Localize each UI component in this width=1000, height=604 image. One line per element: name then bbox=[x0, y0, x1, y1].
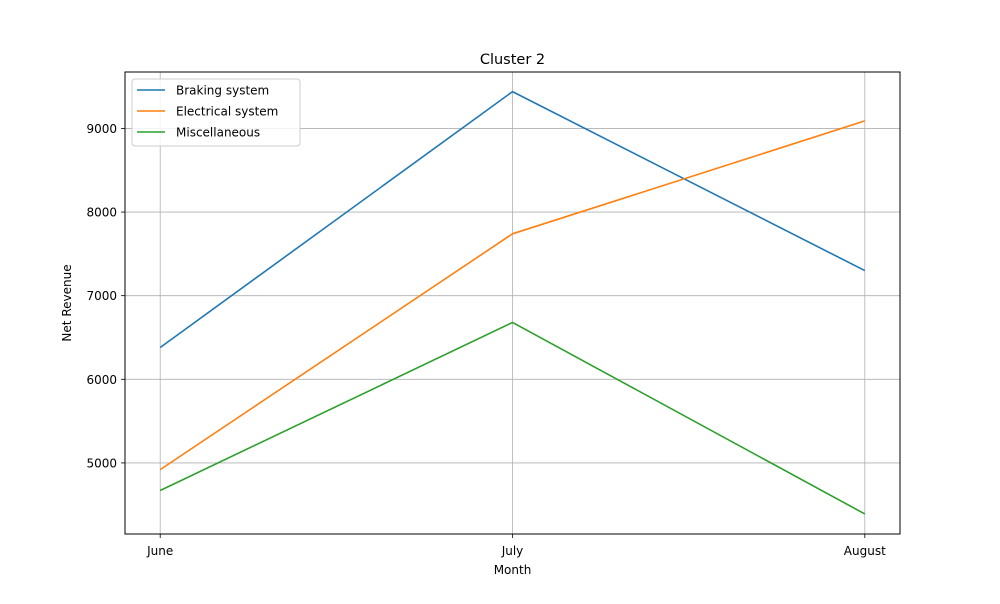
x-axis-label: Month bbox=[494, 563, 532, 577]
chart-title: Cluster 2 bbox=[480, 52, 545, 68]
series-line-miscellaneous bbox=[159, 321, 866, 515]
legend-label: Miscellaneous bbox=[176, 126, 260, 140]
series-line-electrical-system bbox=[159, 120, 866, 471]
legend-label: Electrical system bbox=[176, 105, 278, 119]
series-line-braking-system bbox=[159, 90, 866, 349]
legend-box bbox=[131, 78, 301, 147]
y-tick-label: 9000 bbox=[86, 122, 117, 136]
x-tick-label: August bbox=[844, 544, 886, 558]
y-tick-label: 5000 bbox=[86, 456, 117, 470]
y-tick-label: 8000 bbox=[86, 206, 117, 220]
legend-label: Braking system bbox=[176, 84, 269, 98]
y-axis-label: Net Revenue bbox=[60, 264, 74, 341]
y-tick-label: 7000 bbox=[86, 289, 117, 303]
x-tick-label: June bbox=[146, 544, 173, 558]
series-lines bbox=[159, 90, 866, 515]
legend: Braking system Electrical system Miscellan… bbox=[131, 78, 301, 147]
axis-ticks: June July August 5000 6000 7000 8000 9000 bbox=[86, 122, 886, 558]
x-tick-label: July bbox=[501, 544, 524, 558]
y-tick-label: 6000 bbox=[86, 373, 117, 387]
